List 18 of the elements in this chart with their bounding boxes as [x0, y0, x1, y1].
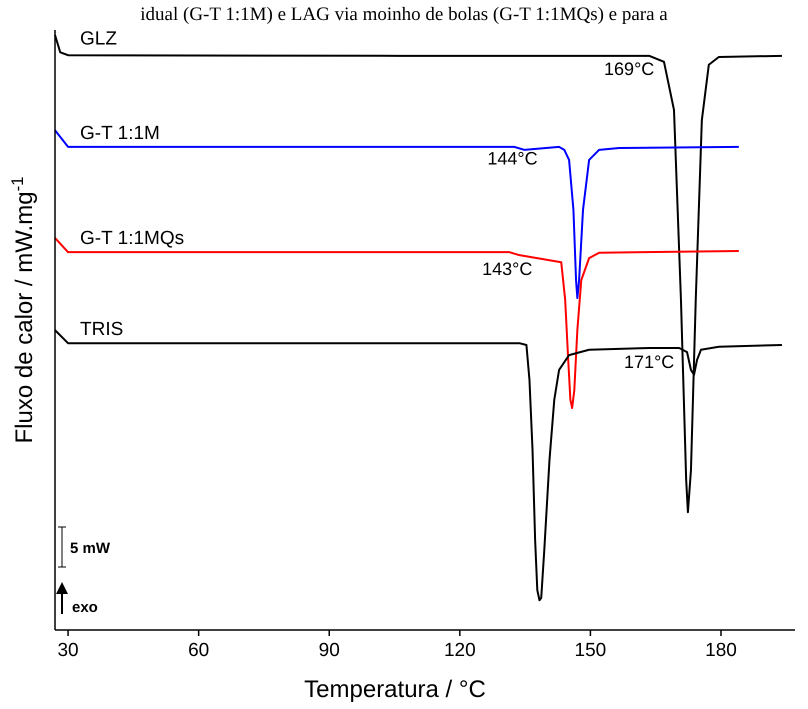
series-label: G-T 1:1MQs	[80, 228, 184, 250]
annotation: 5 mW	[70, 540, 111, 557]
x-axis-title: Temperatura / °C	[304, 676, 486, 703]
annotation: exo	[72, 599, 98, 616]
chart-title: idual (G-T 1:1M) e LAG via moinho de bolas (G-T 1:1MQs) e para a	[140, 4, 668, 25]
x-tick-label: 120	[444, 640, 476, 661]
annotation: 143°C	[482, 258, 532, 279]
annotation: 171°C	[624, 352, 674, 372]
x-tick-label: 90	[318, 640, 340, 661]
series-label: TRIS	[80, 319, 124, 340]
annotation: 169°C	[604, 58, 654, 79]
series-label: G-T 1:1M	[80, 122, 160, 144]
annotation: 144°C	[487, 148, 538, 169]
x-tick-label: 180	[705, 640, 737, 661]
x-tick-label: 60	[188, 640, 210, 661]
x-tick-label: 30	[57, 640, 79, 661]
x-tick-label: 150	[574, 640, 606, 661]
series-label: GLZ	[80, 28, 118, 50]
